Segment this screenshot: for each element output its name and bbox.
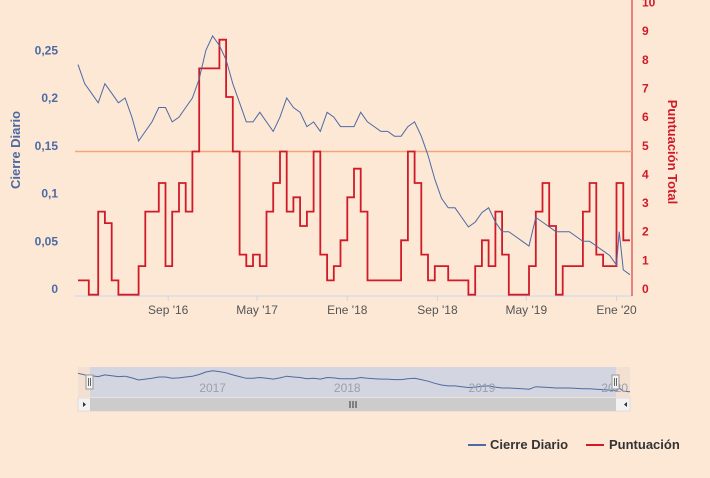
- svg-text:Cierre Diario: Cierre Diario: [490, 437, 568, 452]
- navigator[interactable]: 2017201820192020: [77, 367, 631, 397]
- left-tick-label: 0: [51, 282, 58, 296]
- series-cierre-diario: [77, 34, 631, 276]
- x-tick-label: Sep '16: [148, 303, 189, 317]
- series-puntuacion: [78, 38, 630, 296]
- scroll-right-arrow-icon[interactable]: [624, 402, 627, 407]
- right-axis-title: Puntuación Total: [665, 100, 680, 204]
- left-tick-label: 0,1: [41, 187, 58, 201]
- svg-text:Puntuación: Puntuación: [609, 437, 680, 452]
- x-tick-label: Sep '18: [417, 303, 458, 317]
- right-tick-label: 6: [642, 110, 649, 124]
- navigator-selection[interactable]: [90, 367, 616, 397]
- left-tick-label: 0,15: [35, 139, 59, 153]
- right-tick-label: 9: [642, 24, 649, 38]
- navigator-handle-right[interactable]: [611, 374, 620, 390]
- left-tick-label: 0,2: [41, 91, 58, 105]
- right-tick-label: 7: [642, 81, 649, 95]
- right-tick-label: 3: [642, 196, 649, 210]
- x-tick-label: Ene '18: [327, 303, 368, 317]
- scrollbar[interactable]: [77, 397, 631, 412]
- left-axis-ticks: 0 0,05 0,1 0,15 0,2 0,25: [35, 43, 59, 296]
- navigator-label: 2017: [199, 381, 226, 395]
- x-axis-ticks: Sep '16 May '17 Ene '18 Sep '18 May '19 Ene '…: [148, 296, 637, 317]
- x-tick-label: May '19: [506, 303, 548, 317]
- right-tick-label: 10: [642, 0, 656, 10]
- grip-icon[interactable]: [349, 401, 357, 408]
- right-tick-label: 2: [642, 225, 649, 239]
- right-tick-label: 1: [642, 253, 649, 267]
- navigator-label: 2018: [334, 381, 361, 395]
- left-tick-label: 0,25: [35, 43, 59, 57]
- x-tick-label: Ene '20: [596, 303, 637, 317]
- legend-item-cierre-diario[interactable]: Cierre Diario: [468, 437, 568, 452]
- right-tick-label: 8: [642, 53, 649, 67]
- left-tick-label: 0,05: [35, 234, 59, 248]
- navigator-label: 2019: [469, 381, 496, 395]
- right-tick-label: 4: [642, 167, 649, 181]
- legend-item-puntuacion[interactable]: Puntuación: [586, 437, 680, 452]
- navigator-series: [77, 370, 631, 393]
- legend: Cierre Diario Puntuación: [468, 437, 680, 452]
- scroll-left-arrow-icon[interactable]: [83, 402, 86, 407]
- x-tick-label: May '17: [236, 303, 278, 317]
- right-tick-label: 0: [642, 282, 649, 296]
- right-tick-label: 5: [642, 139, 649, 153]
- navigator-handle-left[interactable]: [85, 374, 94, 390]
- left-axis-title: Cierre Diario: [8, 111, 23, 189]
- right-axis-ticks: 0 1 2 3 4 5 6 7 8 9 10: [642, 0, 656, 296]
